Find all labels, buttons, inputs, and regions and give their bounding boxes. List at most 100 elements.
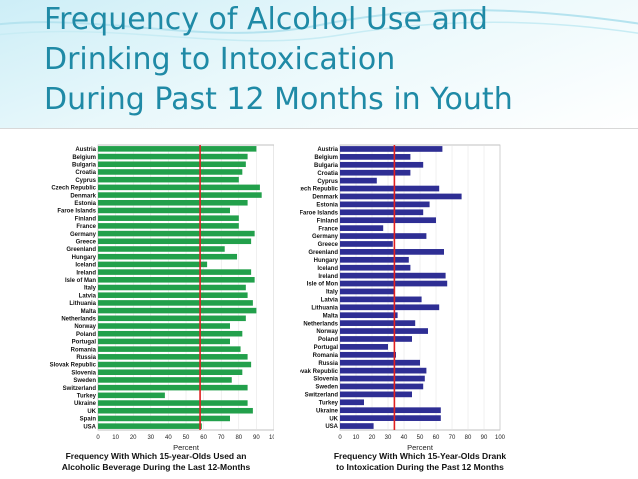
x-tick-label-80: 80: [465, 435, 472, 441]
bar-ireland: [340, 272, 446, 279]
category-label-czech-republic: Czech Republic: [300, 187, 339, 193]
category-label-austria: Austria: [75, 147, 96, 153]
x-tick-label-0: 0: [96, 435, 100, 441]
bar-germany: [98, 230, 255, 237]
bar-france: [98, 223, 239, 229]
category-label-slovenia: Slovenia: [71, 370, 96, 376]
bar-croatia: [98, 169, 243, 175]
bar-czech-republic: [340, 185, 440, 192]
bar-uk: [340, 415, 441, 421]
category-label-latvia: Latvia: [79, 293, 97, 299]
category-label-ireland: Ireland: [318, 274, 338, 280]
header-divider: [0, 128, 638, 129]
bar-turkey: [340, 399, 364, 406]
x-tick-label-90: 90: [481, 435, 488, 441]
bar-slovenia: [340, 375, 425, 382]
category-label-greenland: Greenland: [308, 250, 338, 256]
slide-title: Frequency of Alcohol Use and Drinking to…: [44, 0, 513, 120]
category-label-iceland: Iceland: [75, 263, 96, 269]
category-label-finland: Finland: [317, 218, 339, 224]
alcohol-use-chart-caption: Frequency With Which 15-year-Olds Used a…: [42, 451, 270, 473]
x-tick-label-50: 50: [183, 435, 190, 441]
slide-title-line-1: Frequency of Alcohol Use and: [44, 2, 488, 37]
bar-malta: [98, 307, 257, 314]
bar-czech-republic: [98, 184, 260, 191]
bar-norway: [340, 328, 428, 334]
bar-usa: [340, 423, 374, 429]
x-tick-label-30: 30: [385, 435, 392, 441]
bar-iceland: [340, 264, 411, 271]
category-label-russia: Russia: [318, 361, 338, 367]
bar-latvia: [340, 296, 422, 303]
bar-slovak-republic: [98, 361, 252, 368]
slide-title-line-3: During Past 12 Months in Youth: [44, 82, 513, 117]
category-label-finland: Finland: [75, 216, 97, 222]
x-tick-label-0: 0: [338, 435, 342, 441]
category-label-greece: Greece: [318, 242, 339, 248]
category-label-lithuania: Lithuania: [69, 301, 96, 307]
x-tick-label-40: 40: [165, 435, 172, 441]
category-label-greenland: Greenland: [66, 247, 96, 253]
category-label-uk: UK: [87, 409, 96, 415]
intoxication-chart: 0 10 20 30 40 50 60 70 80 90 100 Percent Austria Belg…: [300, 144, 506, 451]
bar-belgium: [98, 153, 248, 160]
category-label-latvia: Latvia: [321, 298, 339, 304]
bar-lithuania: [340, 304, 440, 311]
category-label-spain: Spain: [80, 417, 97, 423]
x-tick-label-20: 20: [130, 435, 137, 441]
category-label-denmark: Denmark: [70, 193, 96, 199]
category-label-sweden: Sweden: [315, 385, 338, 391]
bar-switzerland: [98, 384, 248, 391]
bar-romania: [340, 351, 396, 358]
category-label-germany: Germany: [70, 232, 97, 238]
category-label-slovenia: Slovenia: [313, 377, 338, 383]
category-label-slovak-republic: Slovak Republic: [300, 369, 339, 375]
decorative-wave: [0, 9, 638, 42]
bar-italy: [98, 284, 246, 291]
category-label-bulgaria: Bulgaria: [72, 162, 97, 168]
x-tick-label-30: 30: [147, 435, 154, 441]
bar-russia: [98, 354, 248, 360]
slide-title-line-2: Drinking to Intoxication: [44, 42, 396, 77]
category-label-switzerland: Switzerland: [63, 386, 97, 392]
category-label-greece: Greece: [76, 239, 97, 245]
category-label-portugal: Portugal: [72, 340, 97, 346]
bar-iceland: [98, 261, 208, 268]
category-label-germany: Germany: [312, 234, 339, 240]
category-label-malta: Malta: [323, 313, 339, 319]
intoxication-chart-panel: 0 10 20 30 40 50 60 70 80 90 100 Percent Austria Belg…: [300, 133, 585, 479]
category-label-poland: Poland: [76, 332, 96, 338]
bar-latvia: [98, 292, 248, 298]
bar-croatia: [340, 169, 411, 176]
category-label-romania: Romania: [71, 347, 97, 353]
bar-ukraine: [98, 400, 248, 406]
bar-romania: [98, 346, 241, 352]
bar-estonia: [340, 201, 430, 208]
category-label-france: France: [76, 224, 96, 230]
bar-portugal: [98, 338, 230, 345]
bar-austria: [98, 146, 257, 152]
category-label-croatia: Croatia: [317, 171, 338, 177]
x-tick-label-100: 100: [269, 435, 274, 441]
alcohol-use-chart-panel: 0 10 20 30 40 50 60 70 80 90 100 Percent Austria Belg…: [34, 133, 319, 479]
category-label-russia: Russia: [76, 355, 96, 361]
bar-italy: [340, 288, 395, 295]
x-tick-label-70: 70: [449, 435, 456, 441]
bar-malta: [340, 312, 398, 319]
category-label-malta: Malta: [81, 309, 97, 315]
bar-estonia: [98, 199, 248, 206]
x-tick-label-50: 50: [417, 435, 424, 441]
bar-cyprus: [340, 177, 377, 184]
category-label-france: France: [318, 226, 338, 232]
category-label-croatia: Croatia: [75, 170, 96, 176]
category-label-netherlands: Netherlands: [61, 317, 96, 323]
category-label-faroe-islands: Faroe Islands: [57, 209, 96, 215]
bar-hungary: [98, 253, 238, 260]
x-tick-label-80: 80: [235, 435, 242, 441]
x-tick-label-60: 60: [433, 435, 440, 441]
x-tick-label-40: 40: [401, 435, 408, 441]
x-tick-label-20: 20: [369, 435, 376, 441]
bar-greece: [98, 238, 252, 245]
category-label-slovak-republic: Slovak Republic: [50, 363, 97, 369]
category-label-belgium: Belgium: [72, 155, 96, 161]
